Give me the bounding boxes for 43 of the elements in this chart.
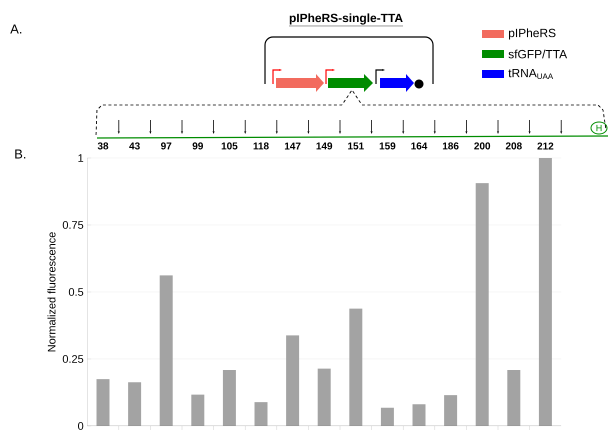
x-tick-label: 99	[192, 142, 203, 150]
bar	[318, 368, 331, 426]
text: H	[596, 124, 602, 132]
x-tick-label: 118	[254, 142, 269, 150]
x-tick-label: 159	[380, 142, 396, 150]
text: A.	[10, 24, 22, 34]
bar	[444, 395, 458, 426]
x-tick-label: 43	[129, 142, 140, 150]
bar	[191, 394, 204, 426]
y-tick-label: 0	[78, 422, 84, 430]
text: B.	[15, 150, 26, 158]
bar	[222, 370, 236, 426]
x-tick-label: 186	[442, 142, 459, 150]
y-tick-label: 0.75	[62, 221, 84, 229]
chart-title: pIPheRS-single-TTA	[290, 13, 403, 25]
text: sfGFP/TTA	[508, 50, 568, 58]
x-tick-label: 105	[222, 142, 238, 150]
bar	[96, 379, 110, 426]
x-tick-label: 151	[348, 142, 364, 150]
x-tick-label: 97	[161, 142, 172, 150]
y-tick-label: 0.5	[68, 288, 84, 296]
bar	[349, 308, 362, 426]
bar	[412, 404, 426, 426]
y-axis-title: Normalized fluorescence	[47, 232, 56, 352]
x-tick-label: 38	[98, 142, 108, 150]
x-tick-label: 147	[284, 142, 300, 150]
x-tick-label: 200	[474, 142, 490, 150]
bar	[507, 370, 520, 426]
bar	[380, 408, 394, 426]
text: tRNA$_{UAA}$	[508, 68, 554, 80]
y-tick-label: 0.25	[62, 355, 84, 363]
y-tick-label: 1	[78, 154, 84, 162]
x-tick-label: 208	[506, 142, 522, 150]
bar	[128, 382, 142, 426]
bar	[538, 158, 552, 426]
bar	[286, 335, 300, 426]
bar	[160, 275, 173, 426]
bar	[254, 402, 268, 426]
bar	[476, 183, 489, 426]
text: pIPheRS	[508, 28, 556, 40]
x-tick-label: 149	[316, 142, 332, 150]
x-tick-label: 212	[537, 142, 554, 150]
x-tick-label: 164	[411, 142, 428, 150]
